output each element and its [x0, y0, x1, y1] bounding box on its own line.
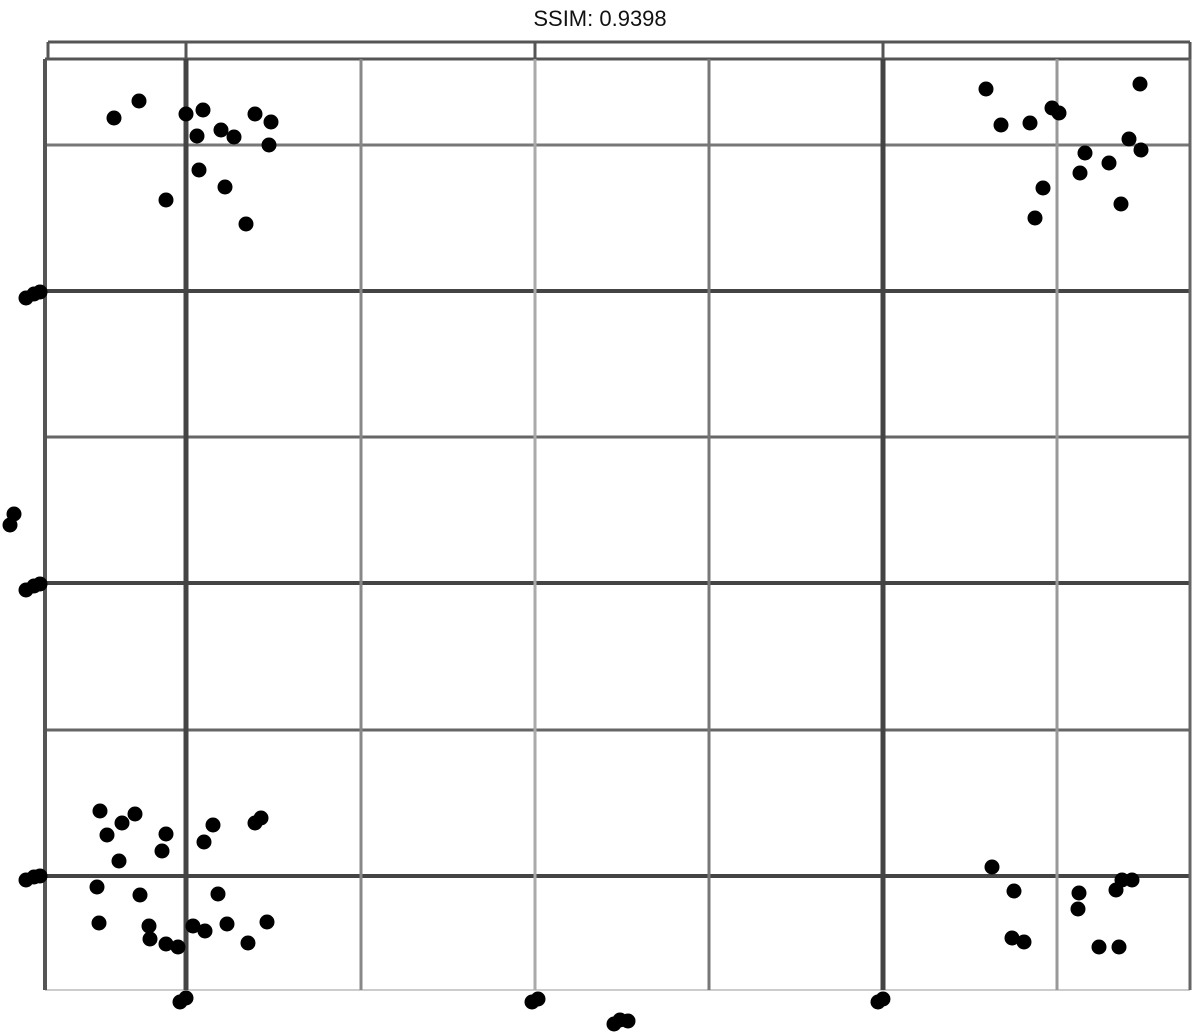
point	[154, 843, 170, 859]
point	[92, 803, 108, 819]
point	[197, 923, 213, 939]
point	[1022, 115, 1038, 131]
point	[1133, 142, 1149, 158]
point	[238, 216, 254, 232]
point	[1077, 145, 1093, 161]
point	[1016, 934, 1032, 950]
points	[2, 76, 1149, 1032]
point	[131, 93, 147, 109]
point	[1070, 901, 1086, 917]
point	[253, 810, 269, 826]
point	[247, 106, 263, 122]
point	[530, 991, 546, 1007]
point	[1071, 885, 1087, 901]
point	[1113, 196, 1129, 212]
point	[185, 918, 201, 934]
point	[32, 576, 48, 592]
point	[1006, 883, 1022, 899]
point	[158, 826, 174, 842]
point	[1101, 155, 1117, 171]
title: SSIM: 0.9398	[533, 6, 666, 31]
point	[158, 192, 174, 208]
point	[1124, 872, 1140, 888]
point	[261, 137, 277, 153]
point	[170, 939, 186, 955]
point	[259, 914, 275, 930]
point	[1027, 210, 1043, 226]
point	[127, 806, 143, 822]
point	[1035, 180, 1051, 196]
point	[263, 114, 279, 130]
point	[226, 129, 242, 145]
point	[1091, 939, 1107, 955]
point	[91, 915, 107, 931]
point	[178, 106, 194, 122]
point	[195, 102, 211, 118]
point	[205, 817, 221, 833]
point	[219, 916, 235, 932]
point	[114, 815, 130, 831]
point	[1121, 131, 1137, 147]
point	[6, 506, 22, 522]
point	[978, 81, 994, 97]
point	[1132, 76, 1148, 92]
point	[1051, 105, 1067, 121]
point	[106, 110, 122, 126]
point	[217, 179, 233, 195]
point	[196, 834, 212, 850]
point	[132, 887, 148, 903]
point	[240, 935, 256, 951]
point	[178, 990, 194, 1006]
point	[1004, 930, 1020, 946]
point	[210, 886, 226, 902]
point	[191, 162, 207, 178]
point	[89, 879, 105, 895]
point	[32, 284, 48, 300]
point	[111, 853, 127, 869]
point	[993, 117, 1009, 133]
point	[141, 918, 157, 934]
point	[32, 868, 48, 884]
point	[1111, 939, 1127, 955]
point	[189, 128, 205, 144]
point	[99, 827, 115, 843]
grid	[43, 40, 1192, 991]
point	[1072, 165, 1088, 181]
point	[158, 936, 174, 952]
point	[142, 931, 158, 947]
point	[620, 1013, 636, 1029]
point	[984, 859, 1000, 875]
point	[213, 122, 229, 138]
point	[875, 991, 891, 1007]
